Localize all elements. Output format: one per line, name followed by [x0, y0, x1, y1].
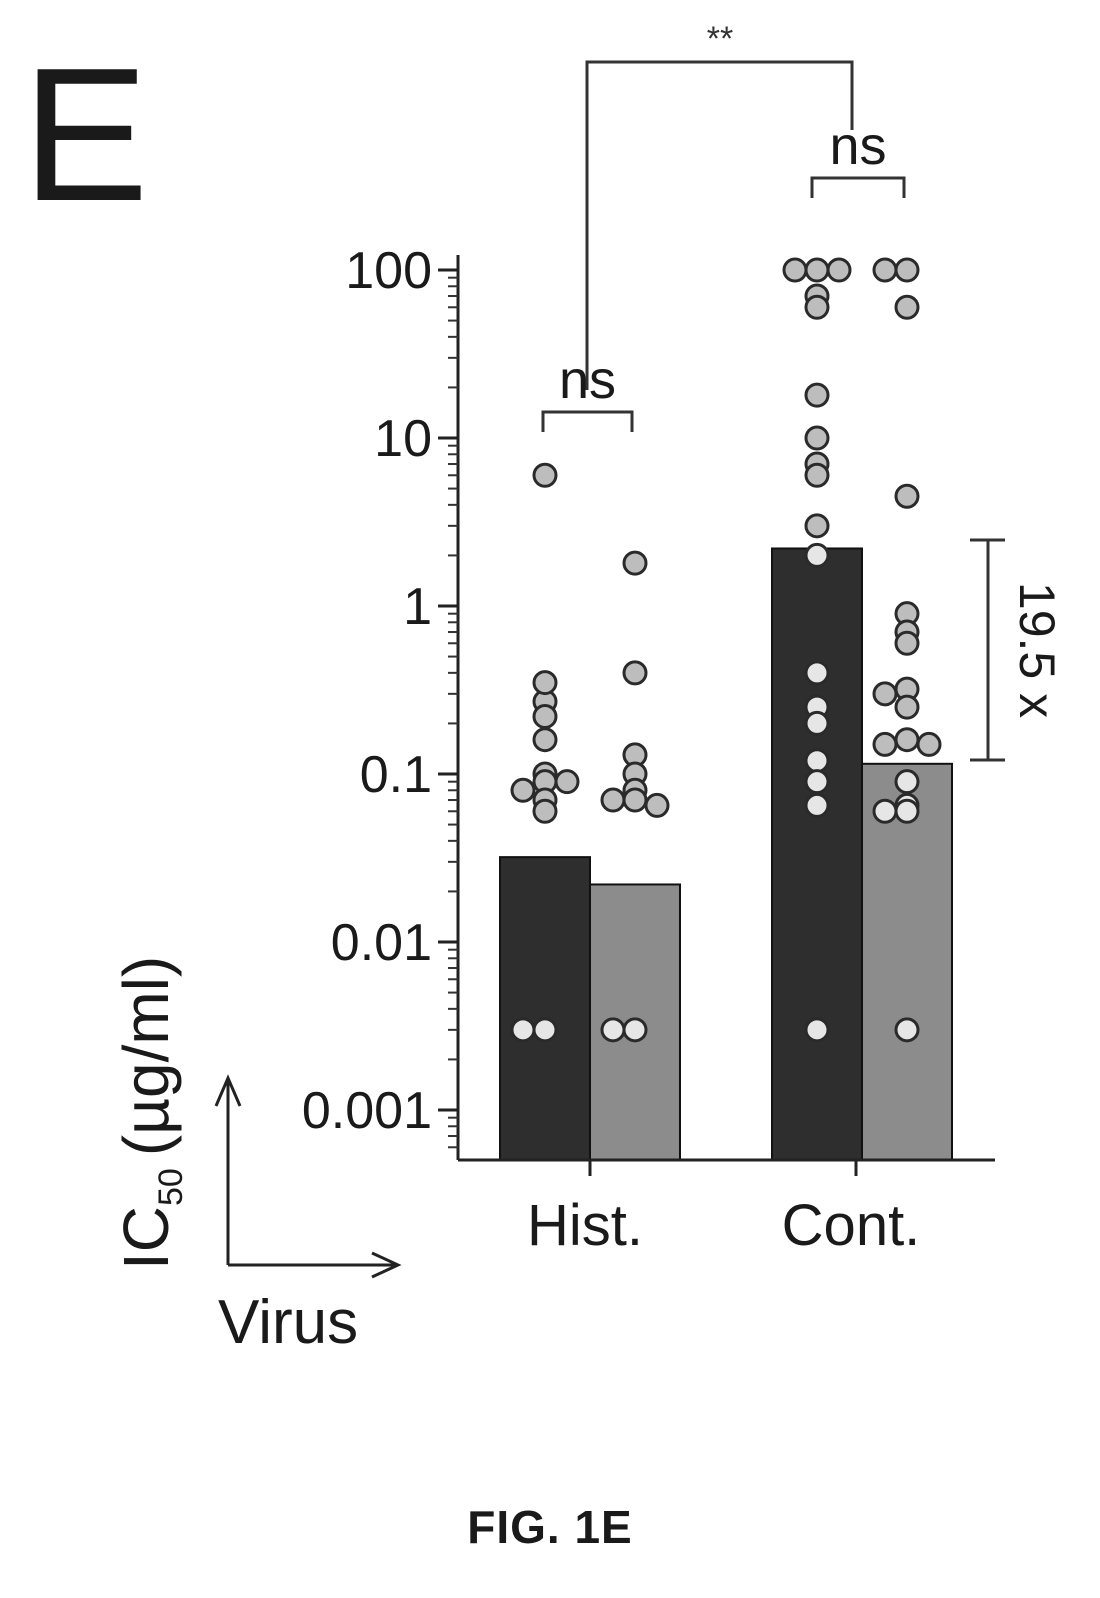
data-point — [804, 462, 830, 488]
data-point — [804, 294, 830, 320]
axes-layer: 100 10 1 0.1 0.01 0.001 — [302, 242, 995, 1176]
y-tick-label: 10 — [374, 410, 432, 468]
x-axis-label: Virus — [218, 1288, 358, 1357]
fold-change-label: 19.5 x — [1009, 582, 1065, 718]
x-direction-arrow — [228, 1251, 402, 1279]
y-tick-label: 1 — [403, 578, 432, 636]
bar-cont-series-1 — [771, 547, 863, 1161]
data-point — [872, 798, 898, 824]
data-point — [782, 257, 808, 283]
data-point — [894, 798, 920, 824]
y-tick-label: 0.001 — [302, 1082, 432, 1140]
data-point — [600, 787, 626, 813]
bar-hist-series-1 — [499, 856, 591, 1162]
data-point — [894, 483, 920, 509]
sig-overall-label: ** — [707, 20, 733, 58]
x-category-label: Hist. — [527, 1193, 643, 1258]
data-point — [532, 670, 558, 696]
data-point — [894, 257, 920, 283]
data-point — [894, 727, 920, 753]
data-point — [872, 681, 898, 707]
data-point — [894, 694, 920, 720]
data-point — [894, 294, 920, 320]
y-axis-label-main: IC — [110, 1206, 182, 1270]
x-category-label: Cont. — [782, 1193, 921, 1258]
data-point — [804, 710, 830, 736]
points-layer — [510, 257, 942, 1043]
data-point — [804, 748, 830, 774]
data-point — [532, 703, 558, 729]
data-point — [804, 1017, 830, 1043]
y-axis-label-sub: 50 — [152, 1168, 190, 1206]
y-tick-label: 0.1 — [360, 746, 432, 804]
ns-hist-bracket — [541, 410, 634, 432]
data-point — [554, 769, 580, 795]
data-point — [804, 257, 830, 283]
y-tick-label: 0.01 — [331, 914, 432, 972]
ns-cont-bracket — [810, 176, 906, 198]
data-point — [622, 1017, 648, 1043]
y-direction-arrow — [214, 1074, 242, 1265]
ns-cont-label: ns — [829, 116, 886, 176]
data-point — [804, 792, 830, 818]
data-point — [804, 542, 830, 568]
data-point — [894, 769, 920, 795]
data-point — [804, 382, 830, 408]
data-point — [510, 777, 536, 803]
data-point — [510, 1017, 536, 1043]
y-axis-label: IC50 (µg/ml) — [110, 956, 190, 1270]
data-point — [622, 550, 648, 576]
data-point — [532, 727, 558, 753]
sig-overall-bracket — [585, 60, 854, 390]
data-point — [804, 769, 830, 795]
data-point — [872, 257, 898, 283]
fold-change-bracket — [970, 538, 1005, 762]
y-axis-label-unit: (µg/ml) — [110, 956, 182, 1156]
panel-label: E — [22, 29, 149, 241]
data-point — [872, 731, 898, 757]
data-point — [804, 660, 830, 686]
data-point — [600, 1017, 626, 1043]
bars-layer — [499, 547, 953, 1162]
data-point — [622, 660, 648, 686]
figure-caption: FIG. 1E — [467, 1501, 633, 1553]
data-point — [622, 787, 648, 813]
axis-labels-layer: Hist. Cont. IC50 (µg/ml) Virus — [110, 956, 920, 1357]
data-point — [804, 425, 830, 451]
data-point — [532, 1017, 558, 1043]
bar-cont-series-2 — [861, 762, 953, 1161]
data-point — [826, 257, 852, 283]
data-point — [804, 513, 830, 539]
data-point — [532, 798, 558, 824]
data-point — [644, 792, 670, 818]
data-point — [894, 630, 920, 656]
data-point — [532, 462, 558, 488]
data-point — [916, 731, 942, 757]
data-point — [894, 1017, 920, 1043]
y-tick-label: 100 — [345, 242, 432, 300]
